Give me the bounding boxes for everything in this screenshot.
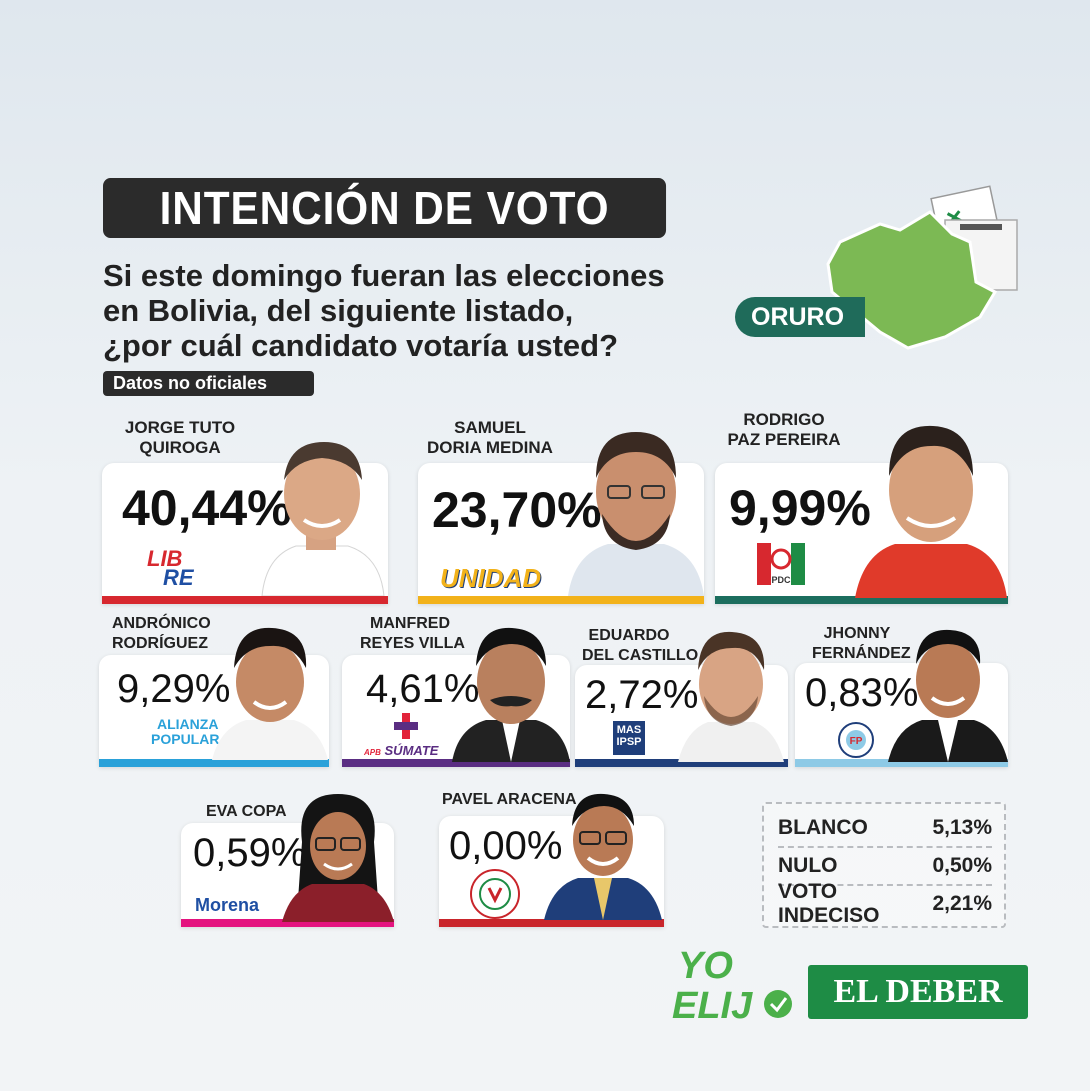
row-label: VOTO INDECISO xyxy=(778,880,880,927)
party-color-bar xyxy=(439,919,664,927)
party-label: FP xyxy=(850,736,863,747)
unofficial-data-tag: Datos no oficiales xyxy=(103,371,314,396)
row-value: 0,50% xyxy=(932,854,992,877)
candidate-photo-manfred xyxy=(452,627,570,762)
candidate-name: EVA COPA xyxy=(206,803,287,820)
page-title: INTENCIÓN DE VOTO xyxy=(103,178,667,238)
candidate-photo-quiroga xyxy=(261,442,385,596)
row-label: BLANCO xyxy=(778,816,868,839)
party-color-bar xyxy=(102,596,388,604)
candidate-percentage: 9,29% xyxy=(117,667,231,711)
party-color-bar xyxy=(181,919,394,927)
row-value: 5,13% xyxy=(932,816,992,839)
logo-text: YO xyxy=(678,945,733,987)
survey-question: Si este domingo fueran las elecciones en… xyxy=(103,258,743,363)
candidate-percentage: 40,44% xyxy=(122,480,292,536)
candidate-photo-eduardo xyxy=(678,631,784,762)
candidate-name: JHONNY FERNÁNDEZ xyxy=(812,625,911,662)
candidate-name: EDUARDO DEL CASTILLO xyxy=(582,627,699,664)
row-label: NULO xyxy=(778,854,838,877)
logo-text: ELIJ xyxy=(672,985,753,1022)
party-logo-sumate-icon xyxy=(394,713,418,739)
table-row: VOTO INDECISO 2,21% xyxy=(778,880,992,927)
party-logo-libre: LIB RE xyxy=(147,546,194,590)
party-color-bar xyxy=(795,759,1008,767)
party-logo-pdc-icon: PDC xyxy=(757,543,805,585)
oruro-map-icon xyxy=(826,185,1018,350)
region-label: ORURO xyxy=(735,297,865,337)
candidate-percentage: 4,61% xyxy=(366,667,480,711)
question-line: Si este domingo fueran las elecciones xyxy=(103,258,665,293)
party-logo-libertad-progreso-icon xyxy=(470,869,520,919)
candidate-percentage: 0,83% xyxy=(805,671,919,715)
candidate-name: PAVEL ARACENA xyxy=(442,791,577,808)
candidate-name: SAMUEL DORIA MEDINA xyxy=(427,418,553,457)
row-value: 2,21% xyxy=(932,892,992,915)
candidate-photo-jhonny xyxy=(888,629,1008,762)
candidate-photo-doria-medina xyxy=(568,432,704,596)
party-logo-morena: Morena xyxy=(195,895,260,915)
candidate-name: RODRIGO PAZ PEREIRA xyxy=(727,410,841,449)
el-deber-logo: EL DEBER xyxy=(808,965,1028,1019)
party-color-bar xyxy=(99,759,329,767)
table-row: NULO 0,50% xyxy=(778,848,992,886)
candidate-name: MANFRED REYES VILLA xyxy=(360,615,465,652)
party-color-bar xyxy=(575,759,788,767)
party-logo-fp-icon: FP xyxy=(838,722,874,758)
candidate-photo-eva-copa xyxy=(282,794,394,922)
candidate-photo-paz-pereira xyxy=(855,425,1007,598)
candidate-name: ANDRÓNICO RODRÍGUEZ xyxy=(112,615,211,652)
candidate-name: JORGE TUTO QUIROGA xyxy=(124,418,236,457)
party-color-bar xyxy=(715,596,1008,604)
candidate-percentage: 0,00% xyxy=(449,824,563,868)
candidate-percentage: 0,59% xyxy=(193,831,307,875)
party-label: APB SÚMATE xyxy=(364,743,439,758)
party-logo-mas-ipsp: MAS IPSP xyxy=(613,721,645,755)
table-row: BLANCO 5,13% xyxy=(778,810,992,848)
party-color-bar xyxy=(418,596,704,604)
candidate-photo-andronico xyxy=(212,627,328,760)
party-color-bar xyxy=(342,759,570,767)
party-logo-alianza-popular: ALIANZA POPULAR xyxy=(151,716,220,747)
party-label: PDC xyxy=(771,575,791,585)
party-logo-unidad: UNIDAD xyxy=(440,563,542,593)
candidate-percentage: 23,70% xyxy=(432,482,602,538)
candidate-percentage: 2,72% xyxy=(585,673,699,717)
other-votes-table: BLANCO 5,13% NULO 0,50% VOTO INDECISO 2,… xyxy=(762,802,1006,928)
yo-elijo-logo: YO ELIJ xyxy=(672,945,792,1022)
question-line: en Bolivia, del siguiente listado, xyxy=(103,293,574,328)
candidate-photo-pavel-aracena xyxy=(544,793,662,920)
question-line: ¿por cuál candidato votaría usted? xyxy=(103,328,619,363)
candidate-percentage: 9,99% xyxy=(729,480,871,536)
